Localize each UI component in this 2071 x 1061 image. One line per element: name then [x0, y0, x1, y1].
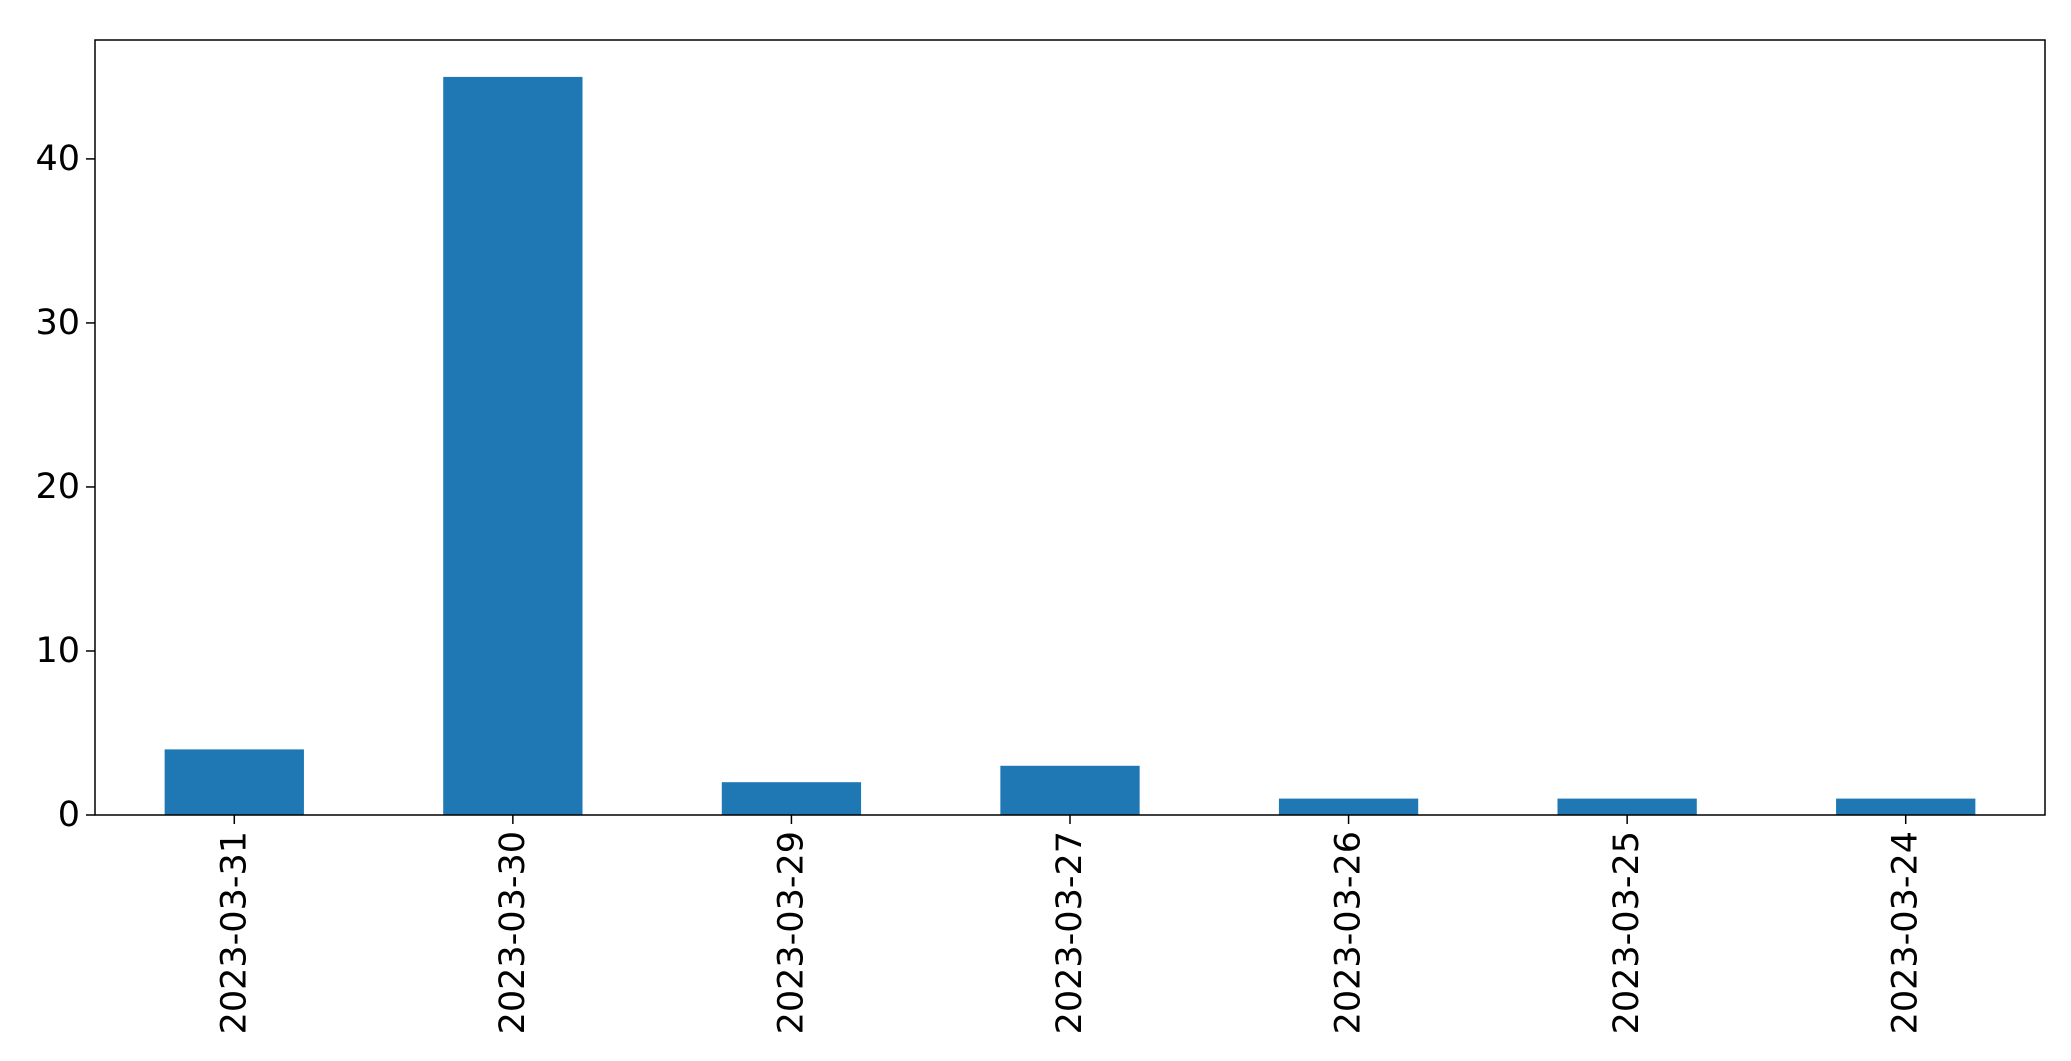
y-tick-label: 10 — [35, 631, 80, 671]
bar-2023-03-27 — [1000, 765, 1140, 815]
x-tick-label: 2023-03-31 — [214, 831, 254, 1034]
bar-2023-03-29 — [721, 782, 862, 815]
x-tick-label: 2023-03-29 — [771, 831, 811, 1034]
y-axis: 0 10 20 30 40 — [35, 139, 95, 835]
x-tick-label: 2023-03-30 — [493, 831, 533, 1034]
x-tick-label: 2023-03-25 — [1607, 831, 1647, 1034]
y-tick-label: 40 — [35, 139, 80, 179]
bar-2023-03-24 — [1836, 798, 1976, 815]
x-axis: 2023-03-31 2023-03-30 2023-03-29 2023-03-27… — [214, 815, 1926, 1034]
y-tick-label: 30 — [35, 303, 80, 343]
bar-2023-03-25 — [1557, 798, 1697, 815]
x-tick-label: 2023-03-27 — [1050, 831, 1090, 1034]
bar-2023-03-31 — [164, 749, 304, 815]
bar-2023-03-30 — [443, 76, 583, 815]
x-tick-label: 2023-03-24 — [1886, 831, 1926, 1034]
bars-group — [164, 76, 1976, 815]
x-tick-label: 2023-03-26 — [1329, 831, 1369, 1034]
y-tick-label: 20 — [35, 467, 80, 507]
y-tick-label: 0 — [58, 795, 80, 835]
bar-2023-03-26 — [1278, 798, 1419, 815]
plot-frame — [94, 39, 2046, 816]
